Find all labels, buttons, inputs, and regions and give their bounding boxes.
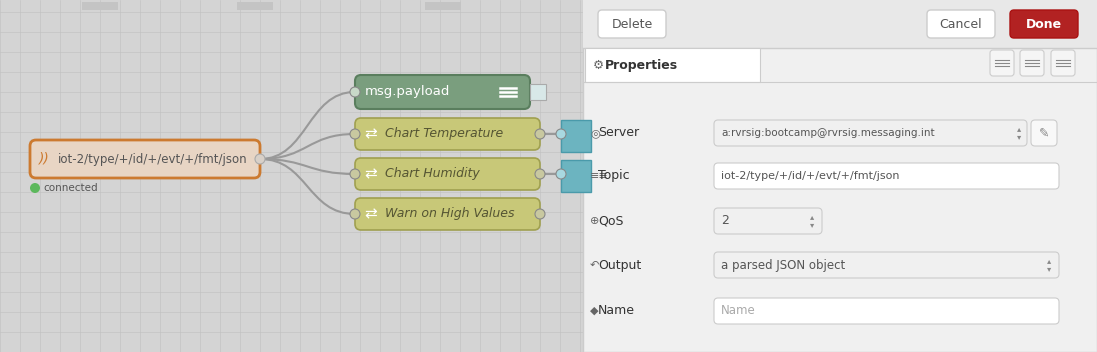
Circle shape	[556, 129, 566, 139]
Bar	[583, 0, 1097, 352]
Circle shape	[30, 183, 39, 193]
FancyBboxPatch shape	[355, 118, 540, 150]
Text: Done: Done	[1026, 18, 1062, 31]
FancyBboxPatch shape	[989, 50, 1014, 76]
Text: ▾: ▾	[810, 220, 814, 230]
FancyBboxPatch shape	[714, 252, 1059, 278]
Bar	[82, 2, 118, 10]
Circle shape	[556, 169, 566, 179]
Text: Warn on High Values: Warn on High Values	[385, 207, 514, 220]
Text: Chart Humidity: Chart Humidity	[385, 168, 479, 181]
Circle shape	[350, 209, 360, 219]
Text: Chart Temperature: Chart Temperature	[385, 127, 504, 140]
Text: a parsed JSON object: a parsed JSON object	[721, 258, 846, 271]
Text: connected: connected	[43, 183, 98, 193]
Text: Output: Output	[598, 258, 642, 271]
Text: ✎: ✎	[1039, 126, 1049, 139]
Circle shape	[350, 169, 360, 179]
FancyBboxPatch shape	[355, 75, 530, 109]
FancyBboxPatch shape	[30, 140, 260, 178]
Text: ▾: ▾	[1047, 264, 1051, 274]
Circle shape	[350, 129, 360, 139]
Text: ◆: ◆	[590, 306, 599, 316]
Bar	[583, 0, 1097, 48]
Text: ⊕: ⊕	[590, 216, 599, 226]
Text: Name: Name	[721, 304, 756, 318]
FancyBboxPatch shape	[1031, 120, 1058, 146]
Text: )): ))	[38, 152, 49, 166]
FancyBboxPatch shape	[1010, 10, 1078, 38]
FancyBboxPatch shape	[1020, 50, 1044, 76]
FancyBboxPatch shape	[355, 158, 540, 190]
Text: Cancel: Cancel	[940, 18, 982, 31]
FancyBboxPatch shape	[714, 120, 1027, 146]
Text: QoS: QoS	[598, 214, 623, 227]
Text: 2: 2	[721, 214, 728, 227]
Text: ⇄: ⇄	[364, 126, 377, 142]
Text: ⇄: ⇄	[364, 166, 377, 182]
FancyBboxPatch shape	[714, 163, 1059, 189]
Text: iot-2/type/+/id/+/evt/+/fmt/json: iot-2/type/+/id/+/evt/+/fmt/json	[58, 152, 248, 165]
Circle shape	[535, 129, 545, 139]
Text: ◎: ◎	[590, 128, 600, 138]
Text: msg.payload: msg.payload	[365, 86, 451, 99]
Text: Server: Server	[598, 126, 640, 139]
Text: ≡≡: ≡≡	[590, 171, 609, 181]
Bar	[561, 160, 591, 192]
Circle shape	[535, 169, 545, 179]
Text: ▾: ▾	[1017, 132, 1021, 142]
FancyBboxPatch shape	[714, 298, 1059, 324]
Bar	[561, 120, 591, 152]
Text: ⇄: ⇄	[364, 207, 377, 221]
Bar	[237, 2, 273, 10]
Circle shape	[255, 154, 265, 164]
FancyBboxPatch shape	[714, 208, 822, 234]
FancyBboxPatch shape	[927, 10, 995, 38]
Text: ▴: ▴	[1047, 257, 1051, 265]
Text: a:rvrsig:bootcamp@rvrsig.messaging.int: a:rvrsig:bootcamp@rvrsig.messaging.int	[721, 128, 935, 138]
Text: ▴: ▴	[1017, 125, 1021, 133]
Text: iot-2/type/+/id/+/evt/+/fmt/json: iot-2/type/+/id/+/evt/+/fmt/json	[721, 171, 900, 181]
Text: ⚙: ⚙	[593, 58, 604, 71]
Bar	[585, 48, 760, 82]
Circle shape	[535, 209, 545, 219]
Text: ▴: ▴	[810, 213, 814, 221]
Bar	[530, 84, 546, 100]
Text: Topic: Topic	[598, 170, 630, 182]
FancyBboxPatch shape	[355, 198, 540, 230]
Circle shape	[350, 87, 360, 97]
Text: Properties: Properties	[606, 58, 678, 71]
Bar	[425, 2, 461, 10]
FancyBboxPatch shape	[1051, 50, 1075, 76]
Text: Name: Name	[598, 304, 635, 318]
FancyBboxPatch shape	[598, 10, 666, 38]
Text: Delete: Delete	[611, 18, 653, 31]
Text: ↶: ↶	[590, 260, 599, 270]
